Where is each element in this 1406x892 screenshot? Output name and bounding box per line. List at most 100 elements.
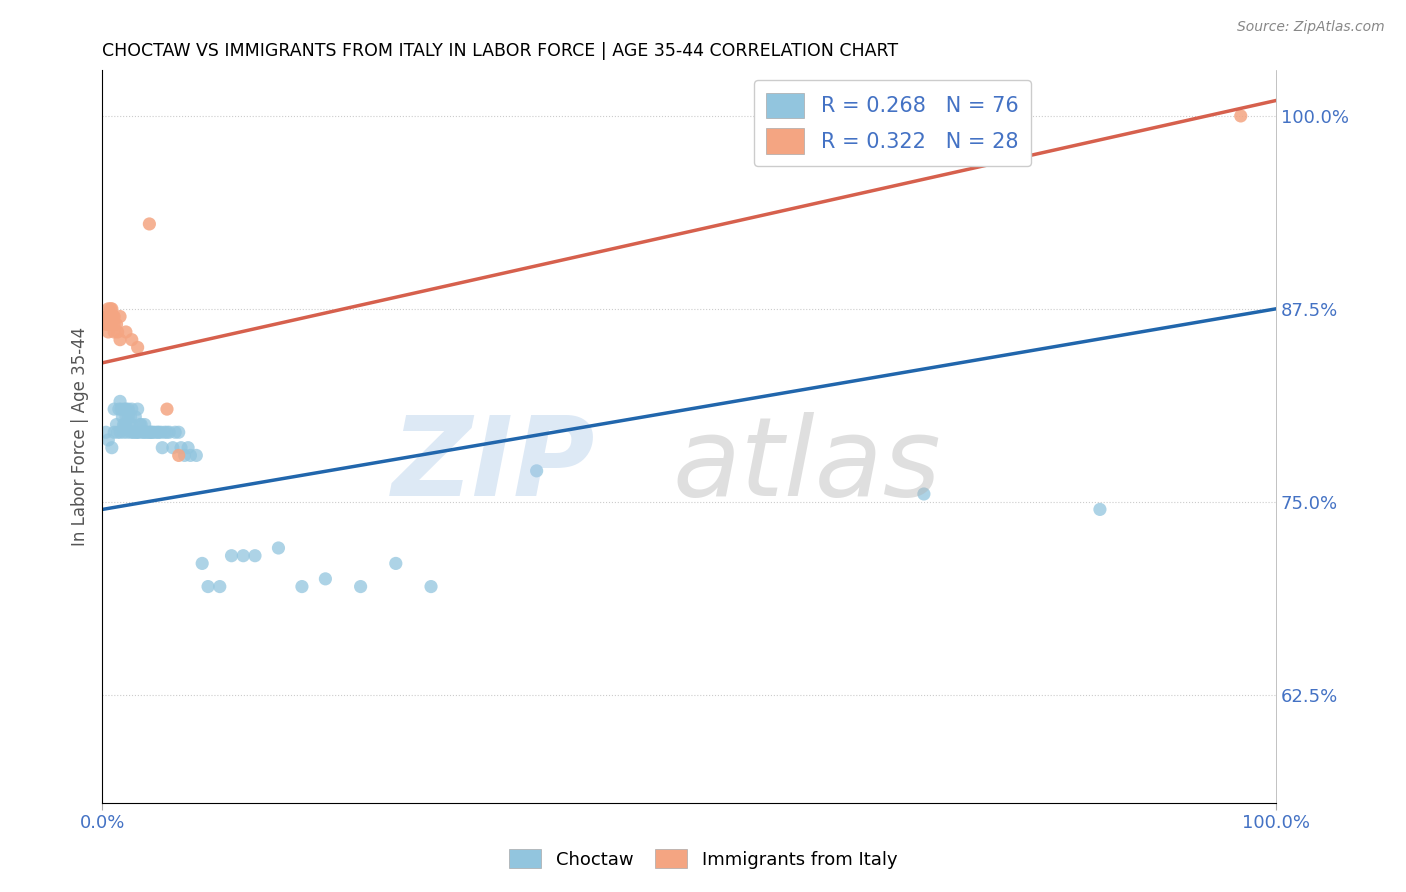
Point [122,425,145,440]
Point [167,425,190,440]
Point [134,417,156,432]
Point [127,425,149,440]
Point [115,402,138,417]
Point [120,409,142,424]
Point [156,425,179,440]
Point [128,425,150,440]
Point [105,417,128,432]
Point [101,310,124,324]
Point [112,417,135,432]
Point [121,417,143,432]
Point [108,402,131,417]
Point [129,417,152,432]
Point [98,318,121,332]
Text: Source: ZipAtlas.com: Source: ZipAtlas.com [1237,20,1385,34]
Point [115,417,138,432]
Point [153,425,176,440]
Point [107,425,129,440]
Point [96,310,118,324]
Point [115,425,138,440]
Point [94,318,117,332]
Point [912,487,935,501]
Point [167,449,190,463]
Point [101,318,124,332]
Point [129,417,152,432]
Point [114,402,136,417]
Point [114,417,136,432]
Point [97,310,120,324]
Point [124,409,146,424]
Point [94,425,117,440]
Point [150,441,173,455]
Point [125,425,148,440]
Point [117,402,139,417]
Point [142,425,165,440]
Point [107,325,129,339]
Point [291,580,314,594]
Point [141,425,163,440]
Point [100,318,122,332]
Point [138,425,160,440]
Point [173,449,195,463]
Point [117,409,139,424]
Point [97,433,120,447]
Point [243,549,266,563]
Point [170,441,193,455]
Point [122,425,145,440]
Point [103,402,125,417]
Point [232,549,254,563]
Point [103,318,125,332]
Point [162,441,184,455]
Point [314,572,336,586]
Legend: Choctaw, Immigrants from Italy: Choctaw, Immigrants from Italy [502,841,904,876]
Point [96,318,118,332]
Point [1229,109,1251,123]
Point [267,541,290,555]
Point [97,318,120,332]
Point [108,333,131,347]
Point [208,580,231,594]
Point [526,464,548,478]
Point [108,394,131,409]
Point [221,549,243,563]
Point [115,409,138,424]
Point [115,325,138,339]
Text: atlas: atlas [672,412,941,519]
Point [108,425,131,440]
Point [103,325,125,339]
Point [157,425,180,440]
Point [136,425,159,440]
Point [191,557,214,571]
Point [156,402,179,417]
Point [150,425,173,440]
Point [121,402,143,417]
Text: ZIP: ZIP [392,412,595,519]
Point [121,333,143,347]
Point [120,425,142,440]
Point [105,318,128,332]
Point [98,310,121,324]
Point [127,340,149,354]
Point [143,425,166,440]
Point [165,425,187,440]
Legend: R = 0.268   N = 76, R = 0.322   N = 28: R = 0.268 N = 76, R = 0.322 N = 28 [754,80,1031,166]
Point [131,425,153,440]
Point [146,425,169,440]
Point [127,402,149,417]
Point [186,449,208,463]
Point [349,580,371,594]
Point [97,301,120,316]
Point [108,310,131,324]
Y-axis label: In Labor Force | Age 35-44: In Labor Force | Age 35-44 [72,326,89,546]
Point [139,425,162,440]
Point [100,301,122,316]
Point [420,580,443,594]
Point [110,402,132,417]
Point [135,425,157,440]
Point [197,580,219,594]
Point [177,441,200,455]
Point [101,441,124,455]
Point [118,417,141,432]
Point [97,325,120,339]
Point [112,425,135,440]
